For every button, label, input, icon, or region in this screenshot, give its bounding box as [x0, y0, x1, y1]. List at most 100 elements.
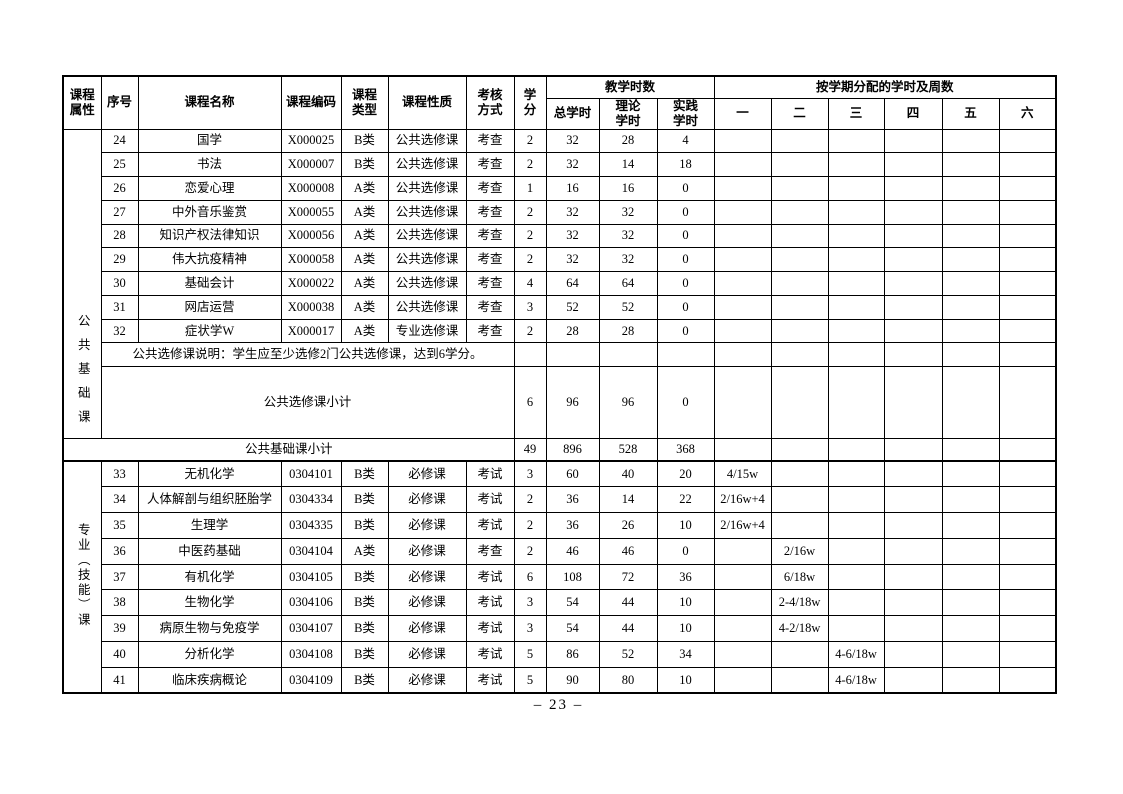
cell-course-name: 人体解剖与组织胚胎学 [137, 486, 282, 514]
cell-assessment: 考查 [465, 271, 515, 296]
cell-practice-hours: 10 [656, 589, 715, 617]
cell-practice-hours: 0 [656, 318, 715, 344]
empty-cell [545, 342, 600, 367]
cell-sem-3 [827, 176, 885, 201]
cell-theory-hours: 64 [598, 271, 658, 296]
cell-sem-3 [827, 199, 885, 225]
cell-course-name: 恋爱心理 [137, 176, 282, 201]
cell-assessment: 考试 [465, 460, 515, 488]
cell-course-code: X000017 [280, 318, 342, 344]
cell-theory-hours: 40 [598, 460, 658, 488]
cell-total-hours: 36 [545, 512, 600, 539]
cell-sem-1: 4/15w [713, 460, 772, 488]
cell-sem-4 [883, 512, 943, 539]
elective-note-row: 公共选修课说明：学生应至少选修2门公共选修课，达到6学分。 [63, 342, 1057, 367]
cell-assessment: 考查 [465, 537, 515, 565]
cell-sem-1 [713, 223, 772, 249]
cell-sem-2 [770, 247, 829, 273]
cell-course-name: 生物化学 [137, 589, 282, 617]
cell-course-nature: 公共选修课 [387, 176, 467, 201]
cell-course-name: 网店运营 [137, 294, 282, 320]
table-row: 专业（技能）课 33 无机化学 0304101 B类 必修课 考试 3 60 40 20 4/15w [62, 460, 1057, 694]
cell-course-code: 0304108 [280, 641, 342, 668]
cell-theory-hours: 14 [598, 486, 658, 514]
cell-course-type: B类 [340, 512, 389, 539]
cell-course-name: 中外音乐鉴赏 [137, 199, 282, 225]
cell-course-code: X000058 [280, 247, 342, 273]
section-subtotal-total: 896 [545, 437, 600, 462]
cell-course-nature: 公共选修课 [387, 152, 467, 178]
cell-course-code: 0304105 [280, 563, 342, 591]
header-assessment: 考核 方式 [465, 75, 515, 130]
cell-sem-5 [941, 537, 1000, 565]
cell-course-nature: 必修课 [387, 512, 467, 539]
header-credits: 学 分 [513, 75, 547, 130]
cell-sem-3 [827, 563, 885, 591]
cell-sem-1 [713, 615, 772, 643]
cell-sem-4 [883, 537, 943, 565]
cell-credits: 5 [513, 641, 547, 668]
cell-practice-hours: 0 [656, 537, 715, 565]
cell-course-type: B类 [340, 563, 389, 591]
cell-sem-1 [713, 199, 772, 225]
cell-sem-2 [770, 666, 829, 694]
cell-sem-6 [998, 563, 1057, 591]
cell-practice-hours: 10 [656, 615, 715, 643]
cell-assessment: 考查 [465, 176, 515, 201]
cell-sem-1 [713, 152, 772, 178]
cell-sem-2: 6/18w [770, 563, 829, 591]
section-public-basic: 公共基础课 24 国学 X000025 B类 公共选修课 考查 2 32 28 4 25 书法 X0000… [62, 128, 1057, 462]
cell-sem-1 [713, 537, 772, 565]
cell-course-name: 知识产权法律知识 [137, 223, 282, 249]
section-subtotal-row: 公共基础课小计 49 896 528 368 [62, 437, 1057, 462]
cell-sem-3 [827, 128, 885, 154]
cell-sem-2 [770, 294, 829, 320]
cell-sem-4 [883, 589, 943, 617]
header-theory-hours: 理论 学时 [598, 97, 658, 130]
cell-sem-4 [883, 615, 943, 643]
cell-theory-hours: 28 [598, 128, 658, 154]
cell-practice-hours: 0 [656, 247, 715, 273]
cell-course-nature: 必修课 [387, 460, 467, 488]
empty-cell [713, 437, 772, 462]
cell-practice-hours: 22 [656, 486, 715, 514]
cell-sem-1 [713, 128, 772, 154]
cell-course-type: B类 [340, 128, 389, 154]
cell-sem-2 [770, 641, 829, 668]
cell-sem-1: 2/16w+4 [713, 486, 772, 514]
cell-total-hours: 16 [545, 176, 600, 201]
cell-sem-4 [883, 563, 943, 591]
cell-sem-4 [883, 247, 943, 273]
cell-sem-4 [883, 199, 943, 225]
cell-theory-hours: 16 [598, 176, 658, 201]
cell-total-hours: 32 [545, 223, 600, 249]
cell-credits: 5 [513, 666, 547, 694]
cell-course-code: 0304101 [280, 460, 342, 488]
cell-credits: 4 [513, 271, 547, 296]
cell-credits: 2 [513, 223, 547, 249]
header-seq: 序号 [100, 75, 139, 130]
cell-total-hours: 32 [545, 247, 600, 273]
cell-total-hours: 90 [545, 666, 600, 694]
cell-sem-3 [827, 615, 885, 643]
empty-cell [827, 342, 885, 367]
table-row: 34 人体解剖与组织胚胎学 0304334 B类 必修课 考试 2 36 14 22 2/16w+4 [63, 486, 1057, 514]
cell-sem-6 [998, 223, 1057, 249]
cell-sem-3 [827, 294, 885, 320]
cell-seq: 40 [100, 641, 139, 668]
cell-sem-4 [883, 294, 943, 320]
cell-sem-4 [883, 641, 943, 668]
cell-course-type: B类 [340, 589, 389, 617]
table-row: 25 书法 X000007 B类 公共选修课 考查 2 32 14 18 [63, 152, 1057, 178]
header-semester-group: 按学期分配的学时及周数 [713, 75, 1057, 99]
elective-subtotal-theory: 96 [598, 365, 658, 439]
cell-sem-3 [827, 486, 885, 514]
cell-practice-hours: 0 [656, 271, 715, 296]
cell-course-code: X000038 [280, 294, 342, 320]
empty-cell [827, 365, 885, 439]
cell-theory-hours: 72 [598, 563, 658, 591]
cell-seq: 36 [100, 537, 139, 565]
cell-course-nature: 必修课 [387, 537, 467, 565]
cell-practice-hours: 36 [656, 563, 715, 591]
header-semester-4: 四 [883, 97, 943, 130]
